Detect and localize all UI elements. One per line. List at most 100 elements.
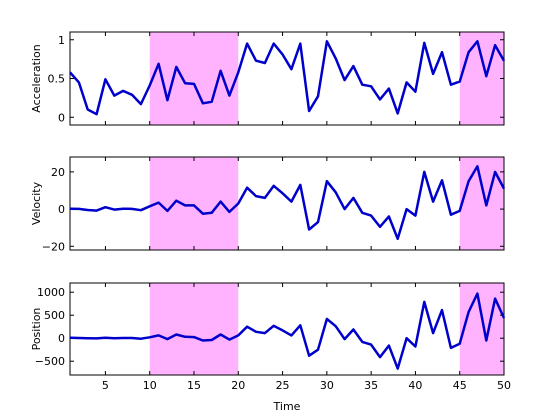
position-data-point — [184, 336, 186, 338]
position-data-point — [467, 311, 469, 313]
position-data-point — [149, 336, 151, 338]
velocity-data-point — [485, 204, 487, 206]
position-data-point — [175, 333, 177, 335]
position-series-line — [69, 292, 506, 370]
velocity-data-point — [308, 228, 310, 230]
acceleration-data-point — [335, 57, 337, 59]
acceleration-data-point — [104, 78, 106, 80]
velocity-data-point — [441, 179, 443, 181]
position-data-point — [202, 339, 204, 341]
acceleration-data-point — [308, 110, 310, 112]
acceleration-data-point — [228, 94, 230, 96]
position-data-point — [308, 354, 310, 356]
position-axes-box — [69, 282, 505, 376]
position-data-point — [211, 339, 213, 341]
position-xlabel: Time — [273, 400, 301, 413]
velocity-data-point — [69, 208, 71, 210]
velocity-data-point — [459, 210, 461, 212]
acceleration-axes-box — [69, 31, 505, 126]
position-data-point — [397, 367, 399, 369]
acceleration-data-point — [361, 84, 363, 86]
position-xtick-label: 20 — [231, 379, 245, 392]
position-data-point — [237, 334, 239, 336]
position-data-point — [166, 338, 168, 340]
position-data-point — [264, 332, 266, 334]
acceleration-data-point — [237, 71, 239, 73]
position-highlight-region-2 — [459, 283, 504, 375]
velocity-data-point — [405, 208, 407, 210]
velocity-data-point — [335, 191, 337, 193]
acceleration-data-point — [290, 68, 292, 70]
position-ylabel: Position — [30, 308, 43, 351]
position-data-point — [87, 337, 89, 339]
acceleration-data-point — [202, 102, 204, 104]
position-highlight-region-1 — [149, 283, 239, 375]
position-data-point — [317, 349, 319, 351]
position-data-point — [405, 337, 407, 339]
position-data-point — [122, 337, 124, 339]
acceleration-data-point — [476, 40, 478, 42]
velocity-data-point — [87, 209, 89, 211]
velocity-data-point — [104, 206, 106, 208]
acceleration-data-point — [467, 51, 469, 53]
position-ytick-label: −500 — [35, 355, 65, 368]
velocity-data-point — [494, 171, 496, 173]
position-data-point — [246, 326, 248, 328]
position-data-point — [326, 318, 328, 320]
acceleration-data-point — [405, 81, 407, 83]
acceleration-data-point — [397, 112, 399, 114]
velocity-data-point — [467, 180, 469, 182]
position-xtick-label: 10 — [143, 379, 157, 392]
velocity-data-point — [193, 204, 195, 206]
acceleration-data-point — [441, 51, 443, 53]
position-data-point — [414, 345, 416, 347]
acceleration-panel: 0 0.5 1 Acceleration — [30, 31, 506, 126]
position-data-point — [450, 347, 452, 349]
position-data-point — [281, 329, 283, 331]
acceleration-data-point — [273, 42, 275, 44]
position-xtick-label: 30 — [320, 379, 334, 392]
position-data-point — [140, 337, 142, 339]
position-data-point — [290, 334, 292, 336]
position-data-point — [432, 332, 434, 334]
velocity-axes-box — [69, 156, 505, 251]
acceleration-data-point — [326, 40, 328, 42]
velocity-data-point — [503, 187, 505, 189]
position-data-point — [157, 334, 159, 336]
acceleration-data-point — [113, 94, 115, 96]
acceleration-data-point — [459, 80, 461, 82]
velocity-data-point — [246, 186, 248, 188]
velocity-data-point — [370, 214, 372, 216]
acceleration-data-point — [494, 44, 496, 46]
velocity-data-point — [95, 209, 97, 211]
acceleration-data-point — [140, 103, 142, 105]
position-data-point — [299, 324, 301, 326]
position-data-point — [255, 331, 257, 333]
velocity-data-point — [131, 208, 133, 210]
acceleration-data-point — [193, 83, 195, 85]
position-xtick-label: 15 — [187, 379, 201, 392]
velocity-data-point — [78, 208, 80, 210]
position-data-point — [503, 317, 505, 319]
position-data-point — [193, 336, 195, 338]
velocity-data-point — [423, 171, 425, 173]
acceleration-data-point — [184, 82, 186, 84]
velocity-data-point — [237, 202, 239, 204]
acceleration-data-point — [95, 113, 97, 115]
acceleration-data-point — [78, 81, 80, 83]
acceleration-ytick-label: 1 — [58, 34, 65, 47]
acceleration-data-point — [317, 95, 319, 97]
acceleration-data-point — [281, 53, 283, 55]
position-xtick-label: 40 — [408, 379, 422, 392]
velocity-ytick-label: 0 — [58, 203, 65, 216]
velocity-data-point — [281, 192, 283, 194]
acceleration-data-point — [166, 99, 168, 101]
velocity-data-point — [113, 208, 115, 210]
velocity-data-point — [326, 180, 328, 182]
position-xtick-label: 5 — [102, 379, 109, 392]
acceleration-data-point — [414, 90, 416, 92]
acceleration-highlight-region-2 — [459, 32, 504, 125]
acceleration-data-point — [87, 108, 89, 110]
position-data-point — [352, 328, 354, 330]
